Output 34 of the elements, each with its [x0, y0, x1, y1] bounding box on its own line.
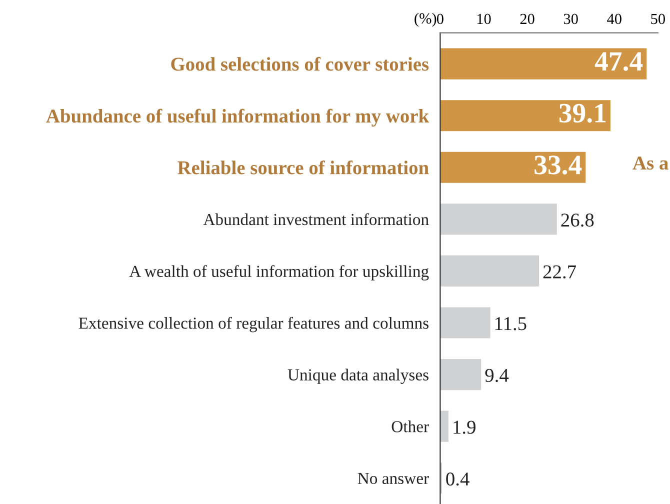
data-label: 9.4 — [485, 368, 509, 382]
bar — [440, 255, 540, 287]
bar — [440, 152, 586, 183]
data-label: 26.8 — [561, 214, 594, 227]
y-tick-label: Unique data analyses — [288, 368, 428, 384]
data-label: 22.7 — [543, 265, 576, 279]
bar — [440, 100, 610, 132]
x-axis-title: (%) — [414, 12, 436, 27]
data-label: 11.5 — [495, 317, 526, 330]
x-tick-label: 10 — [477, 14, 491, 24]
y-tick-label: Abundance of useful information for my work — [46, 108, 430, 127]
y-tick-label: Reliable source of information — [178, 160, 429, 174]
y-tick-label: Extensive collection of regular features and columns — [78, 316, 428, 332]
data-label: 47.4 — [594, 52, 643, 71]
data-label: 0.4 — [446, 472, 470, 486]
y-tick-label: Good selections of cover stories — [171, 56, 429, 71]
bar — [440, 204, 557, 235]
bar — [440, 48, 647, 80]
x-tick-label: 0 — [436, 14, 444, 24]
bar — [440, 307, 490, 338]
y-tick-label: Other — [392, 420, 429, 432]
annotation: As a — [632, 156, 668, 170]
bar — [440, 359, 482, 390]
data-label: 39.1 — [559, 104, 606, 123]
x-tick-label: 40 — [607, 14, 622, 24]
data-label: 33.4 — [534, 156, 582, 174]
x-tick-label: 50 — [651, 14, 665, 24]
data-label: 1.9 — [454, 420, 476, 434]
x-tick-label: 30 — [564, 14, 578, 24]
y-tick-label: A wealth of useful information for upskilling — [129, 265, 429, 280]
y-tick-label: Abundant investment information — [203, 213, 429, 226]
bar — [440, 410, 448, 442]
x-tick-label: 20 — [520, 14, 534, 24]
y-tick-label: No answer — [358, 472, 429, 484]
